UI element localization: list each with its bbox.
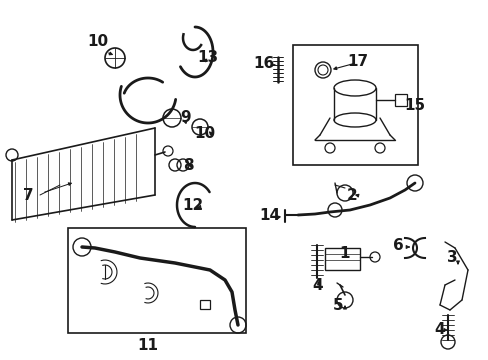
Bar <box>292 45 417 165</box>
Bar <box>394 94 406 106</box>
Bar <box>325 248 359 270</box>
Text: 5: 5 <box>332 297 343 312</box>
Text: 1: 1 <box>339 246 349 261</box>
Text: 4: 4 <box>312 278 323 292</box>
Text: 13: 13 <box>197 50 218 66</box>
Text: 8: 8 <box>183 158 193 172</box>
Text: 10: 10 <box>194 126 215 140</box>
Text: 16: 16 <box>253 55 274 71</box>
Bar <box>200 300 209 309</box>
Text: 15: 15 <box>404 98 425 112</box>
Text: 4: 4 <box>434 323 445 338</box>
Text: 11: 11 <box>137 338 158 352</box>
Text: 12: 12 <box>182 198 203 212</box>
Text: 2: 2 <box>346 188 357 202</box>
Text: 17: 17 <box>347 54 368 69</box>
Text: 7: 7 <box>22 188 33 202</box>
Text: 9: 9 <box>181 111 191 126</box>
Text: 3: 3 <box>446 251 456 266</box>
Text: 10: 10 <box>87 35 108 49</box>
Bar <box>68 228 245 333</box>
Text: 14: 14 <box>259 207 280 222</box>
Text: 6: 6 <box>392 238 403 252</box>
